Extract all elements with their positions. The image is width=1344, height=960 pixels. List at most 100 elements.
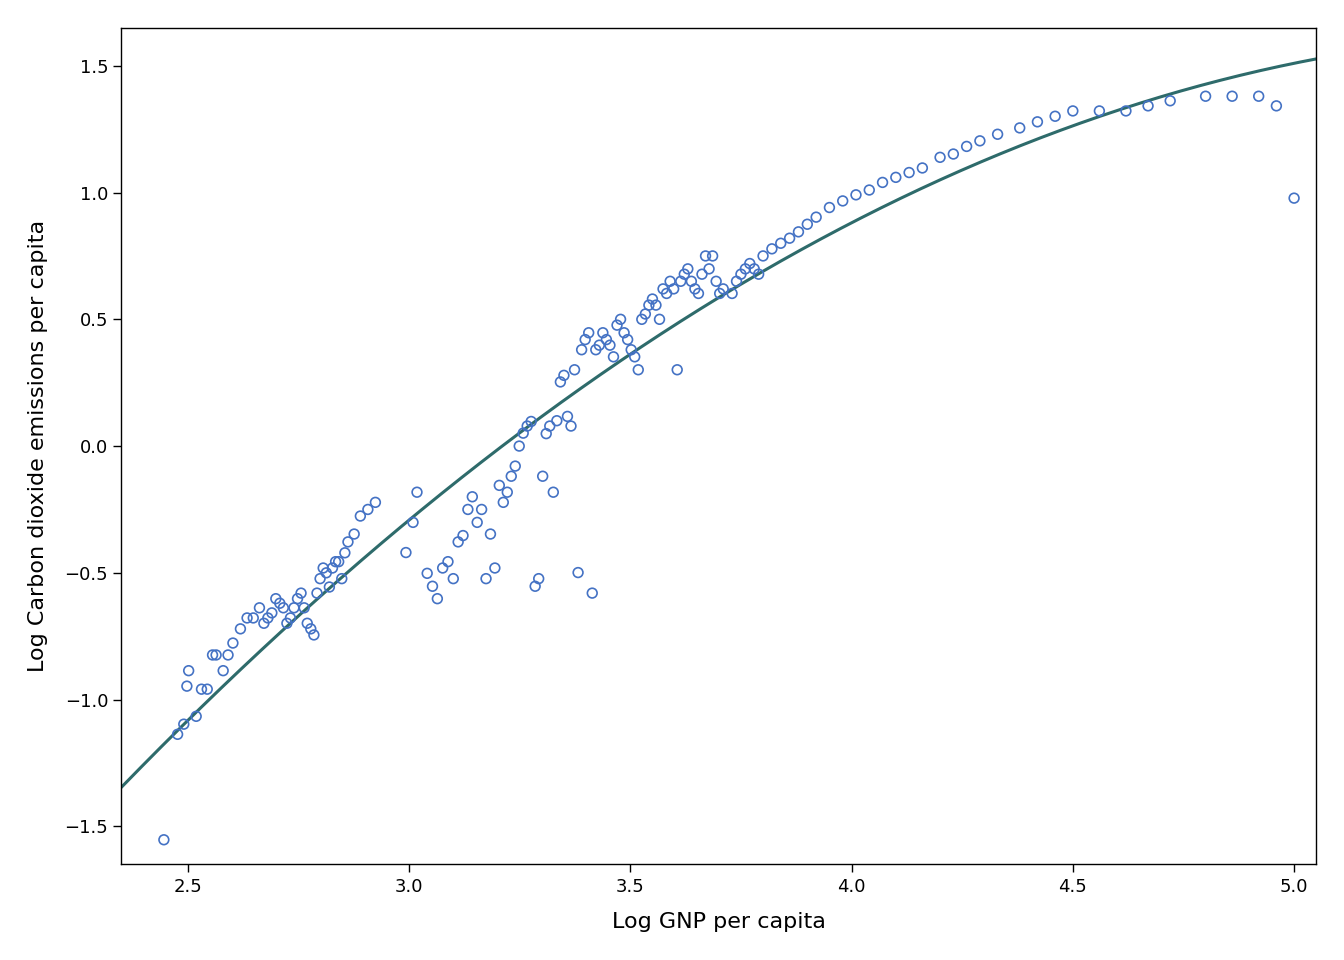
Point [1089, 104, 1110, 119]
Point [457, 502, 478, 517]
Point [290, 586, 312, 601]
Point [695, 249, 716, 264]
Point [708, 286, 730, 301]
Point [1266, 98, 1288, 113]
Point [688, 286, 710, 301]
Point [663, 281, 684, 297]
Point [284, 600, 305, 615]
Point [306, 586, 328, 601]
Point [585, 342, 606, 357]
Point [652, 281, 673, 297]
Point [680, 274, 702, 289]
Point [461, 489, 482, 504]
Point [1195, 88, 1216, 104]
Point [1044, 108, 1066, 124]
Point [273, 600, 294, 615]
Point [805, 209, 827, 225]
Point [673, 267, 695, 282]
Point [546, 413, 567, 428]
Point [484, 561, 505, 576]
Point [634, 306, 656, 322]
Point [337, 534, 359, 549]
Point [520, 414, 542, 429]
Point [480, 526, 501, 541]
Point [508, 439, 530, 454]
Point [269, 595, 290, 611]
Point [578, 325, 599, 341]
Point [753, 249, 774, 264]
Point [280, 611, 301, 626]
Point [956, 139, 977, 155]
Point [667, 362, 688, 377]
Point [453, 528, 474, 543]
Point [735, 261, 757, 276]
Point [331, 571, 352, 587]
Point [496, 485, 517, 500]
Point [476, 571, 497, 587]
Point [563, 362, 585, 377]
Point [859, 182, 880, 198]
Point [173, 716, 195, 732]
Point [167, 727, 188, 742]
Point [621, 342, 642, 357]
Point [1249, 88, 1270, 104]
Point [257, 611, 278, 626]
Point [942, 146, 964, 161]
Point [602, 349, 624, 365]
Point [349, 509, 371, 524]
Point [395, 545, 417, 561]
Point [969, 133, 991, 149]
Point [684, 281, 706, 297]
Point [554, 368, 575, 383]
Point [788, 225, 809, 240]
Point [230, 621, 251, 636]
Point [448, 534, 469, 549]
Point [898, 165, 919, 180]
Point [466, 515, 488, 530]
Point [613, 325, 634, 341]
Point [177, 663, 199, 679]
Point [437, 554, 458, 569]
Point [872, 175, 894, 190]
Point [832, 193, 853, 208]
Point [599, 338, 621, 353]
Point [845, 187, 867, 203]
Point [706, 274, 727, 289]
Point [237, 611, 258, 626]
Point [328, 554, 349, 569]
Point [606, 318, 628, 333]
Point [293, 600, 314, 615]
Point [645, 298, 667, 313]
Point [504, 459, 526, 474]
Point [1222, 88, 1243, 104]
Point [986, 127, 1008, 142]
Point [528, 571, 550, 587]
Point [516, 419, 538, 434]
Point [304, 627, 325, 642]
Point [739, 256, 761, 272]
Point [886, 170, 907, 185]
Point [770, 235, 792, 251]
Point [286, 591, 308, 607]
Point [726, 274, 747, 289]
Point [316, 565, 337, 581]
Point [818, 200, 840, 215]
Point [610, 312, 632, 327]
Point [206, 647, 227, 662]
Point [691, 267, 712, 282]
Point [1160, 93, 1181, 108]
Point [571, 342, 593, 357]
Point [300, 621, 321, 636]
Point [761, 241, 782, 256]
Point [196, 682, 218, 697]
Point [321, 561, 343, 576]
Point [712, 281, 734, 297]
Point [261, 605, 282, 620]
Point [344, 526, 366, 541]
Point [364, 494, 386, 510]
Point [218, 647, 239, 662]
Point [489, 478, 511, 493]
Point [671, 274, 692, 289]
Point [632, 312, 653, 327]
Point [297, 615, 319, 631]
